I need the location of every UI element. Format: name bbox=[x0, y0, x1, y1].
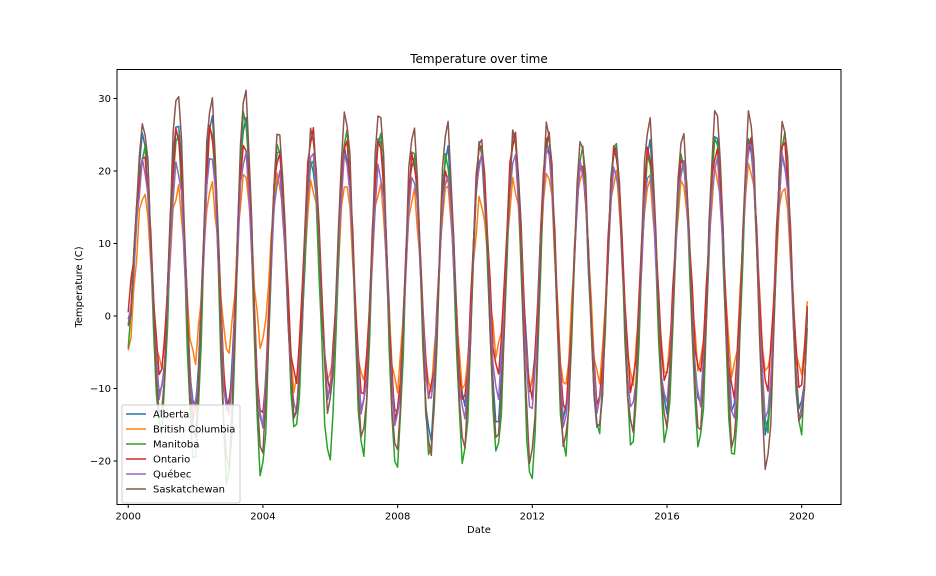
plot-frame bbox=[116, 69, 842, 505]
y-tick-label: −10 bbox=[90, 384, 111, 395]
series-line-saskatchewan bbox=[127, 89, 809, 471]
y-tick-label: 10 bbox=[98, 239, 111, 250]
x-axis-label: Date bbox=[467, 525, 491, 536]
y-tick-label: 20 bbox=[98, 167, 111, 178]
x-tick-label: 2020 bbox=[789, 512, 814, 523]
legend-label-qu-bec: Québec bbox=[153, 469, 191, 481]
y-axis-label: Temperature (C) bbox=[74, 246, 85, 328]
x-tick-label: 2016 bbox=[654, 512, 679, 523]
legend: Alberta British Columbia Manitoba Ontario Qu… bbox=[121, 404, 241, 504]
y-tick-label: −20 bbox=[90, 457, 111, 468]
chart-title: Temperature over time bbox=[409, 52, 548, 66]
legend-label-ontario: Ontario bbox=[153, 455, 190, 466]
legend-label-manitoba: Manitoba bbox=[153, 440, 199, 451]
legend-box bbox=[121, 404, 241, 504]
legend-label-alberta: Alberta bbox=[153, 410, 189, 421]
x-tick-label: 2000 bbox=[115, 512, 140, 523]
x-axis: 2000 2004 2008 2012 2016 2020 bbox=[115, 504, 814, 523]
y-tick-label: 0 bbox=[105, 312, 111, 323]
legend-label-saskatchewan: Saskatchewan bbox=[153, 485, 225, 496]
y-axis: −20 −10 0 10 20 30 bbox=[90, 94, 117, 468]
y-tick-label: 30 bbox=[98, 94, 111, 105]
x-tick-label: 2012 bbox=[520, 512, 545, 523]
x-tick-label: 2004 bbox=[250, 512, 275, 523]
plot-lines bbox=[127, 89, 809, 485]
x-tick-label: 2008 bbox=[385, 512, 410, 523]
legend-label-british-columbia: British Columbia bbox=[153, 425, 235, 436]
